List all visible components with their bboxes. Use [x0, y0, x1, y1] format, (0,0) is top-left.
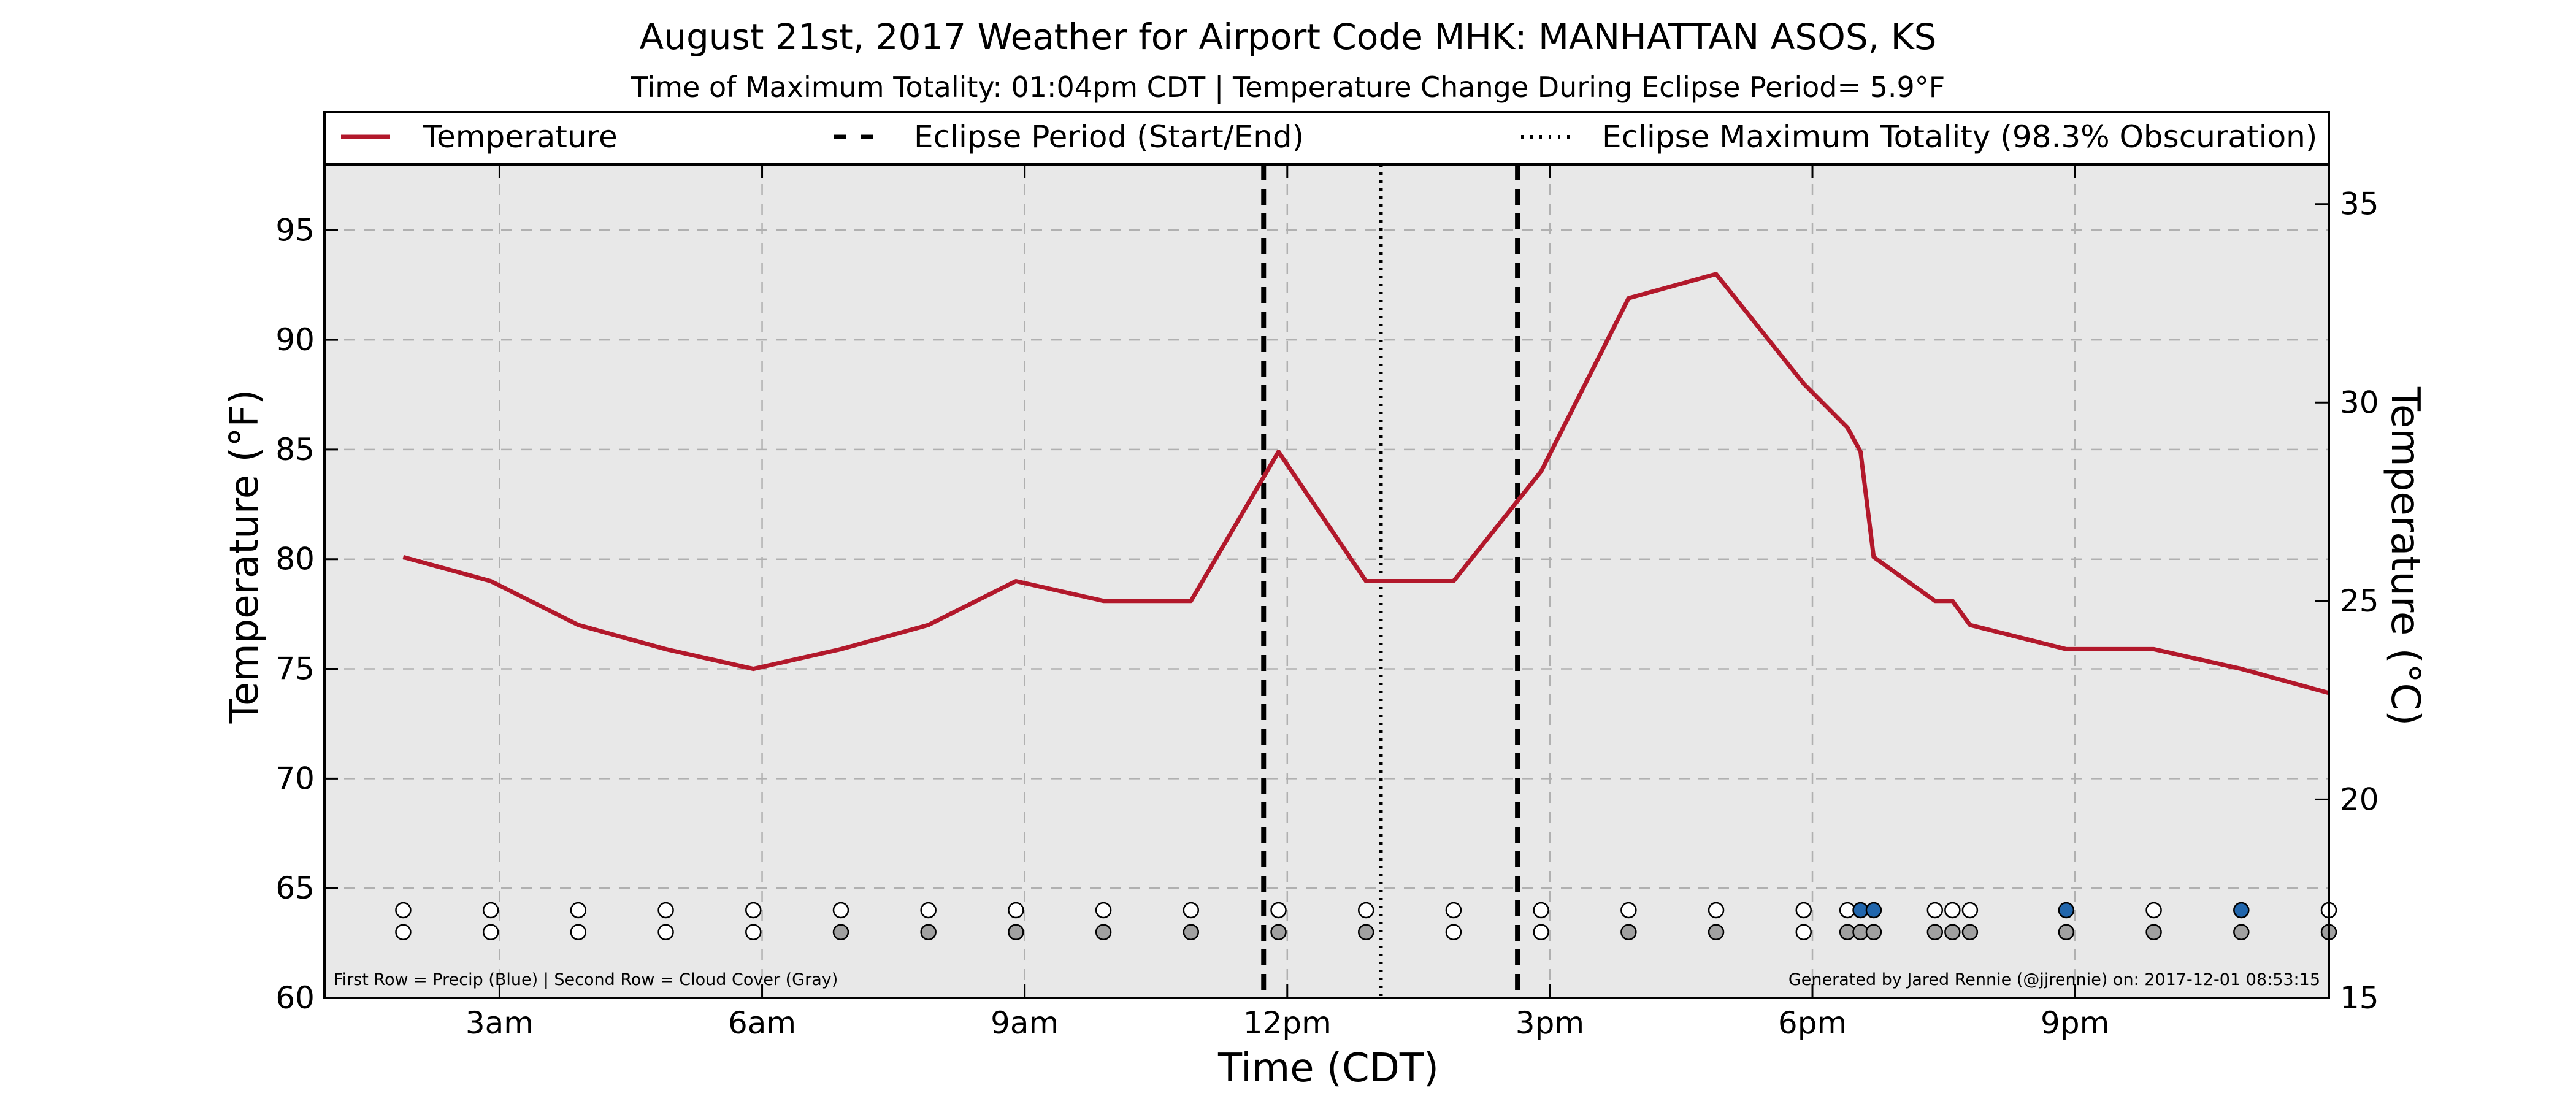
precip-marker [1008, 902, 1024, 919]
y-tick-label-right: 35 [2340, 186, 2379, 222]
cloud-marker [570, 924, 587, 940]
cloud-marker [1926, 924, 1944, 940]
cloud-marker [1183, 924, 1200, 940]
cloud-marker [1357, 924, 1374, 940]
cloud-marker [1095, 924, 1112, 940]
precip-marker [832, 902, 849, 919]
series-layer [402, 272, 2329, 696]
precip-marker [1795, 902, 1812, 919]
cloud-marker [1795, 924, 1812, 940]
x-tick-label: 6am [728, 1005, 796, 1041]
cloud-marker [920, 924, 937, 940]
precip-marker [1533, 902, 1549, 919]
precip-marker [482, 902, 499, 919]
x-tick-label: 9pm [2041, 1005, 2109, 1041]
footnote-legend: First Row = Precip (Blue) | Second Row =… [334, 970, 838, 989]
y-tick-label-left: 80 [275, 542, 315, 577]
cloud-marker [832, 924, 849, 940]
precip-marker [395, 902, 412, 919]
x-tick-label: 12pm [1243, 1005, 1332, 1041]
precip-marker [1926, 902, 1944, 919]
y-tick-label-left: 75 [275, 651, 315, 687]
precip-marker [1270, 902, 1287, 919]
y-axis-title-right: Temperature (°C) [2382, 386, 2428, 726]
cloud-marker [1270, 924, 1287, 940]
chart-subtitle: Time of Maximum Totality: 01:04pm CDT | … [631, 71, 1945, 104]
cloud-marker [2145, 924, 2162, 940]
x-tick-label: 9am [991, 1005, 1059, 1041]
precip-marker [1944, 902, 1961, 919]
y-tick-label-left: 95 [275, 212, 315, 248]
cloud-marker [1533, 924, 1549, 940]
legend-label-eclipse-max: Eclipse Maximum Totality (98.3% Obscurat… [1602, 119, 2317, 155]
y-tick-label-left: 90 [275, 322, 315, 358]
precip-marker [1357, 902, 1374, 919]
legend: Temperature Eclipse Period (Start/End) E… [323, 111, 2330, 166]
y-tick-label-left: 60 [275, 980, 315, 1016]
legend-label-temperature: Temperature [423, 119, 618, 155]
x-tick-label: 3am [466, 1005, 534, 1041]
precip-marker [2233, 902, 2250, 919]
precip-marker [2058, 902, 2075, 919]
y-tick-label-right: 20 [2340, 781, 2379, 817]
plot-area [324, 164, 2329, 998]
x-tick-label: 6pm [1778, 1005, 1847, 1041]
cloud-marker [1008, 924, 1024, 940]
cloud-marker [657, 924, 674, 940]
precip-marker [1708, 902, 1725, 919]
y-tick-label-right: 25 [2340, 583, 2379, 619]
precip-marker [1620, 902, 1637, 919]
x-tick-label: 3pm [1516, 1005, 1584, 1041]
y-tick-label-left: 70 [275, 761, 315, 796]
cloud-marker [1708, 924, 1725, 940]
y-tick-label-left: 65 [275, 870, 315, 906]
legend-label-eclipse-period: Eclipse Period (Start/End) [914, 119, 1304, 155]
precip-marker [745, 902, 762, 919]
cloud-marker [395, 924, 412, 940]
cloud-marker [1445, 924, 1462, 940]
axis-ticks: 3am 6am 9am 12pm 3pm 6pm 9pm 60 65 70 75 80 85 90 95 15… [275, 164, 2379, 1041]
y-tick-label-right: 30 [2340, 385, 2379, 420]
cloud-marker [1620, 924, 1637, 940]
precip-marker [570, 902, 587, 919]
y-tick-label-right: 15 [2340, 980, 2379, 1016]
precip-marker [1183, 902, 1200, 919]
y-axis-title-left: Temperature (°F) [222, 389, 267, 724]
cloud-marker [1944, 924, 1961, 940]
cloud-marker [2058, 924, 2075, 940]
precip-marker [2145, 902, 2162, 919]
precip-marker [1445, 902, 1462, 919]
precip-marker [1961, 902, 1979, 919]
cloud-marker [745, 924, 762, 940]
weather-markers [395, 902, 2337, 940]
cloud-marker [1865, 924, 1882, 940]
legend-box [323, 111, 2330, 166]
series-line-temperature [402, 272, 2329, 696]
x-axis-title: Time (CDT) [1217, 1046, 1439, 1091]
cloud-marker [482, 924, 499, 940]
precip-marker [657, 902, 674, 919]
footnote-credit: Generated by Jared Rennie (@jjrennie) on… [1788, 970, 2320, 989]
y-tick-label-left: 85 [275, 432, 315, 467]
precip-marker [1865, 902, 1882, 919]
chart-title: August 21st, 2017 Weather for Airport Co… [640, 16, 1937, 58]
cloud-marker [2233, 924, 2250, 940]
precip-marker [1095, 902, 1112, 919]
cloud-marker [1961, 924, 1979, 940]
precip-marker [920, 902, 937, 919]
